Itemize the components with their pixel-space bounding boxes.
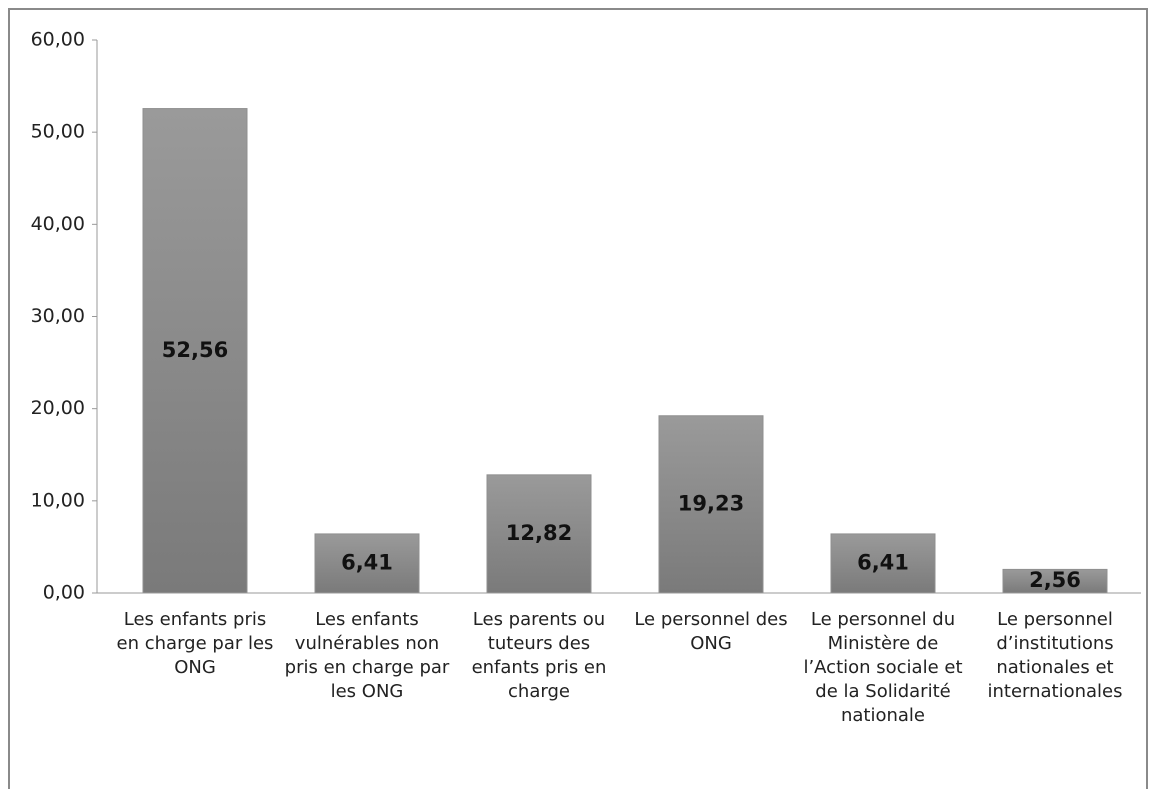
- x-tick-label: Les enfants pris en charge par les ONG: [116, 609, 274, 678]
- data-label: 6,41: [857, 550, 909, 574]
- frame: [8, 8, 1148, 789]
- x-tick-label: Les enfants vulnérables non pris en char…: [284, 609, 450, 702]
- x-tick-label: Le personnel d’institutions nationales e…: [987, 609, 1123, 702]
- bar: [142, 108, 248, 594]
- data-label: 19,23: [678, 491, 744, 515]
- y-tick-label: 40,00: [31, 213, 85, 235]
- y-tick-label: 60,00: [31, 29, 85, 51]
- bar: [486, 474, 592, 594]
- x-tick-label: Les parents ou tuteurs des enfants pris …: [471, 609, 607, 702]
- y-tick-label: 50,00: [31, 121, 85, 143]
- y-tick-label: 30,00: [31, 305, 85, 327]
- y-tick-label: 20,00: [31, 397, 85, 419]
- data-label: 6,41: [341, 550, 393, 574]
- x-tick-label: Le personnel du Ministère de l’Action so…: [803, 609, 963, 726]
- x-tick-label: Le personnel des ONG: [634, 609, 788, 654]
- bar: [314, 533, 420, 594]
- y-tick-label: 0,00: [43, 582, 85, 604]
- data-label: 12,82: [506, 521, 572, 545]
- bar: [830, 533, 936, 594]
- data-label: 2,56: [1029, 568, 1081, 592]
- y-tick-label: 10,00: [31, 489, 85, 511]
- data-label: 52,56: [162, 338, 228, 362]
